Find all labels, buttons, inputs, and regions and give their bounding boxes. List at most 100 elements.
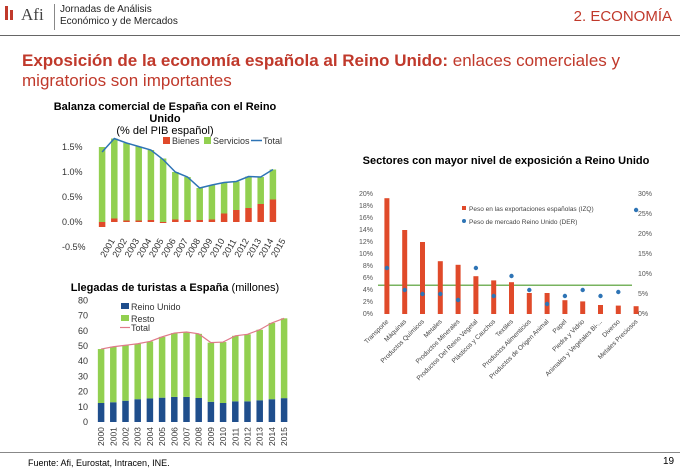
chart3-legend-exp-swatch <box>462 206 466 210</box>
chart1-bar-bienes <box>257 204 264 222</box>
chart3-marker-mercado <box>420 291 425 297</box>
chart3-marker-mercado <box>598 293 603 299</box>
chart2-bar-reino-unido <box>122 400 129 422</box>
chart1-bar-servicios <box>257 177 264 204</box>
chart3-bar-exportaciones <box>455 264 461 314</box>
chart2-xtick: 2001 <box>108 427 118 446</box>
chart1-bar-bienes <box>135 220 142 222</box>
section-label: 2. ECONOMÍA <box>573 8 672 25</box>
chart1-bar-bienes <box>184 220 191 222</box>
chart3-ytick-left: 10% <box>359 251 373 258</box>
chart3-marker-mercado <box>616 289 621 295</box>
chart2-bar-resto <box>232 335 239 402</box>
chart2-xtick: 2006 <box>169 427 179 446</box>
chart1-bar-bienes <box>233 210 240 222</box>
chart3-marker-mercado <box>527 287 532 293</box>
chart3-marker-mercado <box>580 287 585 293</box>
chart1-bar-bienes <box>172 219 179 222</box>
header-divider <box>54 4 55 30</box>
chart3-marker-mercado <box>544 301 550 307</box>
chart2-bar-resto <box>97 349 105 403</box>
chart1-bar-servicios <box>208 185 216 220</box>
chart3-ytick-left: 6% <box>363 275 373 282</box>
chart3-ytick-right: 15% <box>638 251 652 258</box>
chart3-ytick-left: 18% <box>359 203 373 210</box>
chart3-bar-exportaciones <box>633 306 639 314</box>
chart2-xtick: 2002 <box>121 427 131 446</box>
chart2-bar-resto <box>134 343 141 400</box>
event-name-line1: Jornadas de Análisis <box>60 4 152 15</box>
chart2-title-suffix: (millones) <box>231 282 280 294</box>
chart2-bar-resto <box>183 332 190 397</box>
chart2-ytick: 50 <box>78 341 88 351</box>
chart3-marker-mercado <box>491 293 496 299</box>
chart1-bar-servicios <box>220 182 228 214</box>
chart3-ytick-left: 14% <box>359 227 373 234</box>
chart1-bar-servicios <box>196 188 203 220</box>
chart2-bar-resto <box>244 334 251 402</box>
chart3-ytick-left: 20% <box>359 191 373 198</box>
chart1-subtitle: (% del PIB español) <box>116 125 214 137</box>
chart2-bar-resto <box>146 341 154 399</box>
chart3-title-block: Sectores con mayor nivel de exposición a… <box>355 155 657 167</box>
chart2-ytick: 0 <box>83 417 88 427</box>
chart3-bar-exportaciones <box>562 300 568 314</box>
footer-rule <box>0 452 680 453</box>
header-rule <box>0 35 680 36</box>
chart2-bar-reino-unido <box>244 401 251 422</box>
chart2-legend-total: Total <box>131 323 150 333</box>
chart3-ytick-left: 12% <box>359 239 373 246</box>
chart3-legend-mkt-swatch <box>462 219 466 223</box>
chart1-bar-bienes <box>245 208 252 222</box>
chart3-bar-exportaciones <box>402 230 408 314</box>
chart1-bar-servicios <box>269 169 277 200</box>
afi-logo-icon <box>5 6 13 20</box>
chart1-bar-servicios <box>233 181 240 210</box>
chart1-bar-bienes <box>98 222 106 227</box>
chart1-bar-bienes <box>220 213 228 222</box>
chart3-marker-mercado <box>402 287 407 293</box>
chart3-ytick-left: 2% <box>363 299 373 306</box>
header: Afi Jornadas de Análisis Económico y de … <box>0 0 680 35</box>
chart3-ytick-left: 16% <box>359 215 373 222</box>
chart1-legend-bienes: Bienes <box>172 136 200 146</box>
chart3-bar-exportaciones <box>615 305 621 314</box>
chart1-bar-bienes <box>208 219 216 222</box>
chart2-bar-resto <box>122 345 129 401</box>
chart3-ytick-left: 8% <box>363 263 373 270</box>
chart3-ytick-right: 5% <box>638 291 648 298</box>
chart2-bar-resto <box>110 346 117 403</box>
chart3-ytick-right: 10% <box>638 271 652 278</box>
chart3-ytick-right: 25% <box>638 211 652 218</box>
slide-title-bold: Exposición de la economía española al Re… <box>22 51 449 70</box>
chart3-bar-exportaciones <box>509 282 514 314</box>
chart2-bar-reino-unido <box>256 400 263 422</box>
chart2-bar-resto <box>207 342 215 402</box>
chart2-xtick: 2014 <box>267 427 277 446</box>
chart1-legend-servicios-swatch <box>204 137 211 144</box>
chart2-xtick: 2008 <box>194 427 204 446</box>
chart3-bar-exportaciones <box>437 261 443 314</box>
chart3-bar-exportaciones <box>580 301 586 314</box>
chart2-bar-reino-unido <box>268 399 276 422</box>
chart1-bar-servicios <box>184 177 191 220</box>
chart1-legend-total: Total <box>263 136 282 146</box>
chart1-bar-servicios <box>111 138 118 219</box>
chart3-ytick-right: 0% <box>638 311 648 318</box>
chart2-bar-reino-unido <box>183 396 190 422</box>
chart3-legend-exp: Peso en las exportaciones españolas (IZQ… <box>469 206 594 213</box>
chart2-bar-reino-unido <box>134 399 141 422</box>
chart1-bar-servicios <box>98 147 106 222</box>
chart3-marker-mercado <box>633 207 639 213</box>
chart2-bar-resto <box>158 336 166 398</box>
chart2-xtick: 2015 <box>279 427 289 446</box>
event-name-line2: Económico y de Mercados <box>60 16 178 27</box>
chart2-ytick: 20 <box>78 387 88 397</box>
chart2-bar-reino-unido <box>171 396 178 422</box>
chart2-xtick: 2012 <box>243 427 253 446</box>
chart1-bar-bienes <box>159 222 167 223</box>
chart1-legend-bienes-swatch <box>163 137 170 144</box>
chart2-bar-resto <box>171 333 178 397</box>
chart2-bar-resto <box>195 333 202 398</box>
